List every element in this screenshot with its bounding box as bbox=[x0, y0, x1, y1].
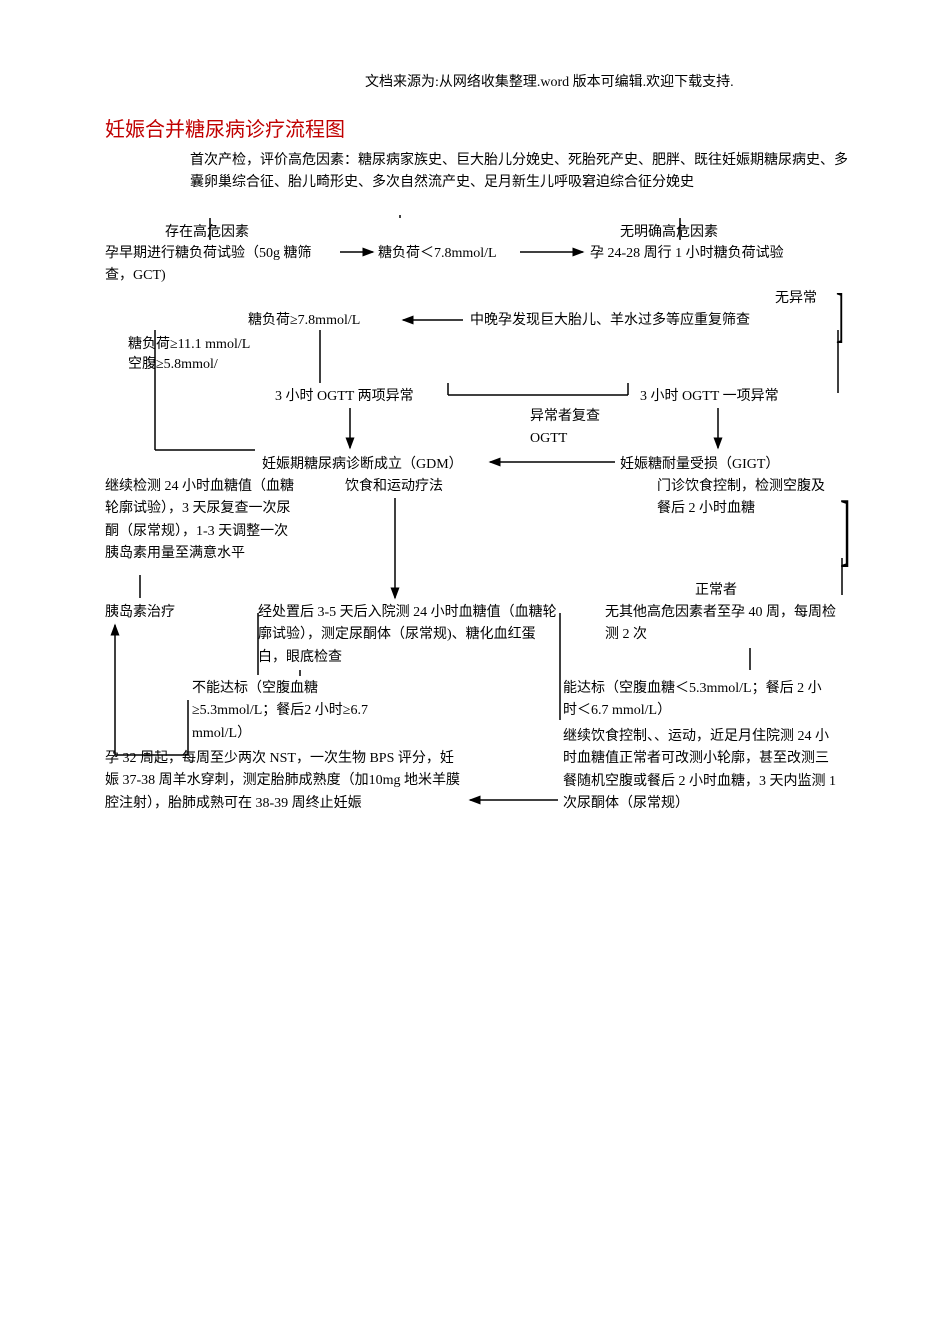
node-diet-exercise: 饮食和运动疗法 bbox=[345, 476, 443, 498]
bracket-2: ] bbox=[840, 490, 851, 570]
node-not-target: 不能达标（空腹血糖≥5.3mmol/L；餐后2 小时≥6.7 mmol/L） bbox=[192, 678, 372, 745]
node-after-3-5: 经处置后 3-5 天后入院测 24 小时血糖值（血糖轮廓试验），测定尿酮体（尿常… bbox=[258, 602, 560, 669]
node-ogtt-two: 3 小时 OGTT 两项异常 bbox=[275, 386, 414, 408]
node-initial-assessment: 首次产检，评价高危因素：糖尿病家族史、巨大胎儿分娩史、死胎死产史、肥胖、既往妊娠… bbox=[190, 150, 860, 195]
node-week32: 孕 32 周起，每周至少两次 NST，一次生物 BPS 评分，妊娠 37-38 … bbox=[105, 748, 465, 815]
node-mid-late: 中晚孕发现巨大胎儿、羊水过多等应重复筛查 bbox=[470, 310, 840, 332]
abnormal-recheck-text: 异常者复查OGTT bbox=[530, 409, 600, 446]
node-gdm: 妊娠期糖尿病诊断成立（GDM） bbox=[262, 454, 463, 476]
node-has-risk: 存在高危因素 bbox=[165, 222, 249, 244]
node-gct-low: 糖负荷＜7.8mmol/L bbox=[378, 243, 497, 265]
bracket-1: ] bbox=[836, 285, 844, 345]
node-normal: 正常者 bbox=[695, 580, 737, 602]
node-abnormal-recheck: 异常者复查OGTT bbox=[530, 406, 620, 451]
flowchart-title: 妊娠合并糖尿病诊疗流程图 bbox=[105, 115, 345, 145]
node-gct-high: 糖负荷≥7.8mmol/L bbox=[248, 310, 360, 332]
node-continue-diet: 继续饮食控制、、运动，近足月住院测 24 小时血糖值正常者可改测小轮廓，甚至改测… bbox=[563, 726, 836, 816]
node-early-gct: 孕早期进行糖负荷试验（50g 糖筛查，GCT) bbox=[105, 243, 335, 288]
header-source-note: 文档来源为:从网络收集整理.word 版本可编辑.欢迎下载支持. bbox=[365, 72, 734, 93]
node-can-target: 能达标（空腹血糖＜5.3mmol/L；餐后 2 小时＜6.7 mmol/L） bbox=[563, 678, 823, 723]
node-no-abnormal: 无异常 bbox=[775, 288, 817, 310]
node-no-risk: 无明确高危因素 bbox=[620, 222, 718, 244]
node-insulin: 胰岛素治疗 bbox=[105, 602, 175, 624]
node-week24-28: 孕 24-28 周行 1 小时糖负荷试验 bbox=[590, 243, 830, 265]
node-fasting-58: 空腹≥5.8mmol/ bbox=[128, 354, 218, 376]
node-ogtt-one: 3 小时 OGTT 一项异常 bbox=[640, 386, 779, 408]
node-clinic-diet: 门诊饮食控制，检测空腹及餐后 2 小时血糖 bbox=[657, 476, 832, 521]
node-monitor-24h: 继续检测 24 小时血糖值（血糖轮廓试验），3 天尿复查一次尿酮（尿常规），1-… bbox=[105, 476, 300, 566]
node-gigt: 妊娠糖耐量受损（GIGT） bbox=[620, 454, 779, 476]
node-no-other-risk: 无其他高危因素者至孕 40 周，每周检测 2 次 bbox=[605, 602, 840, 647]
